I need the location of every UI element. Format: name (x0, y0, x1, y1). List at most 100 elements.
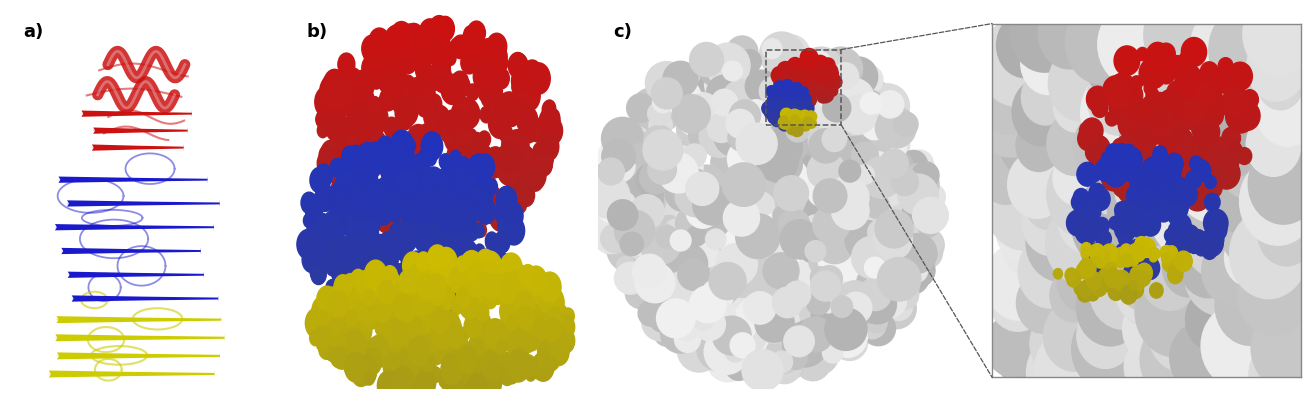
Circle shape (654, 215, 683, 244)
Circle shape (352, 171, 374, 202)
Circle shape (443, 311, 459, 332)
Circle shape (338, 184, 359, 212)
Circle shape (1127, 281, 1143, 298)
Circle shape (474, 189, 489, 209)
Circle shape (480, 107, 493, 123)
Circle shape (490, 206, 502, 220)
Circle shape (390, 163, 406, 184)
Circle shape (615, 210, 654, 251)
Circle shape (419, 223, 442, 253)
Circle shape (1120, 267, 1144, 294)
Circle shape (862, 81, 892, 112)
Circle shape (444, 110, 460, 130)
Circle shape (482, 275, 501, 300)
Circle shape (1176, 182, 1197, 207)
Circle shape (1137, 263, 1152, 282)
Circle shape (1134, 143, 1160, 173)
Circle shape (808, 119, 851, 163)
Circle shape (369, 152, 385, 172)
Circle shape (620, 232, 644, 255)
Circle shape (539, 149, 553, 169)
Circle shape (428, 16, 449, 44)
Circle shape (315, 111, 328, 128)
Circle shape (1154, 191, 1173, 215)
Circle shape (763, 227, 795, 259)
Circle shape (813, 146, 837, 170)
Circle shape (1162, 160, 1181, 182)
Circle shape (514, 131, 527, 149)
Circle shape (838, 160, 861, 182)
Circle shape (466, 282, 484, 305)
Circle shape (552, 325, 570, 349)
Circle shape (675, 317, 698, 340)
Circle shape (447, 326, 459, 342)
Circle shape (770, 89, 786, 105)
Circle shape (717, 204, 742, 230)
Circle shape (804, 51, 832, 79)
Circle shape (788, 215, 811, 238)
Circle shape (765, 189, 798, 222)
Circle shape (326, 238, 350, 269)
Circle shape (1102, 76, 1129, 105)
Circle shape (545, 307, 564, 332)
Circle shape (470, 264, 485, 284)
Circle shape (502, 201, 523, 230)
Circle shape (653, 92, 674, 113)
Circle shape (1184, 72, 1200, 91)
Circle shape (342, 88, 355, 106)
Circle shape (1077, 162, 1097, 186)
Circle shape (348, 108, 368, 134)
Circle shape (368, 267, 385, 290)
Circle shape (1173, 152, 1185, 166)
Circle shape (367, 69, 378, 84)
Circle shape (1141, 95, 1163, 120)
Circle shape (490, 274, 507, 296)
Circle shape (1129, 156, 1142, 171)
Circle shape (649, 242, 675, 269)
Circle shape (627, 167, 656, 198)
Circle shape (365, 298, 380, 316)
Circle shape (836, 151, 867, 182)
Circle shape (498, 92, 520, 123)
Circle shape (1101, 163, 1125, 191)
Circle shape (473, 332, 486, 349)
Circle shape (781, 220, 819, 259)
Circle shape (988, 263, 1047, 331)
Circle shape (344, 353, 367, 382)
Circle shape (1206, 217, 1227, 241)
Circle shape (786, 298, 827, 338)
Circle shape (1050, 269, 1096, 322)
Circle shape (503, 132, 516, 151)
Circle shape (1171, 228, 1188, 248)
Circle shape (377, 136, 393, 157)
Circle shape (1150, 253, 1158, 262)
Circle shape (442, 355, 463, 384)
Circle shape (552, 317, 566, 335)
Circle shape (1101, 152, 1114, 166)
Circle shape (792, 92, 804, 104)
Circle shape (875, 285, 907, 317)
Circle shape (424, 220, 439, 239)
Circle shape (417, 259, 431, 278)
Circle shape (643, 130, 683, 170)
Circle shape (506, 154, 516, 169)
Circle shape (482, 335, 499, 358)
Circle shape (1152, 178, 1172, 201)
Circle shape (1089, 183, 1106, 203)
Circle shape (510, 294, 531, 322)
Circle shape (880, 149, 908, 178)
Circle shape (514, 196, 527, 213)
Circle shape (476, 320, 497, 348)
Circle shape (1080, 70, 1156, 156)
Circle shape (468, 338, 490, 369)
Circle shape (405, 211, 424, 237)
Circle shape (390, 321, 407, 346)
Circle shape (392, 142, 406, 162)
Circle shape (1218, 139, 1243, 167)
Circle shape (1147, 92, 1173, 123)
Circle shape (319, 338, 335, 359)
Circle shape (414, 337, 430, 360)
Circle shape (427, 172, 439, 187)
Circle shape (457, 173, 474, 196)
Circle shape (399, 150, 410, 165)
